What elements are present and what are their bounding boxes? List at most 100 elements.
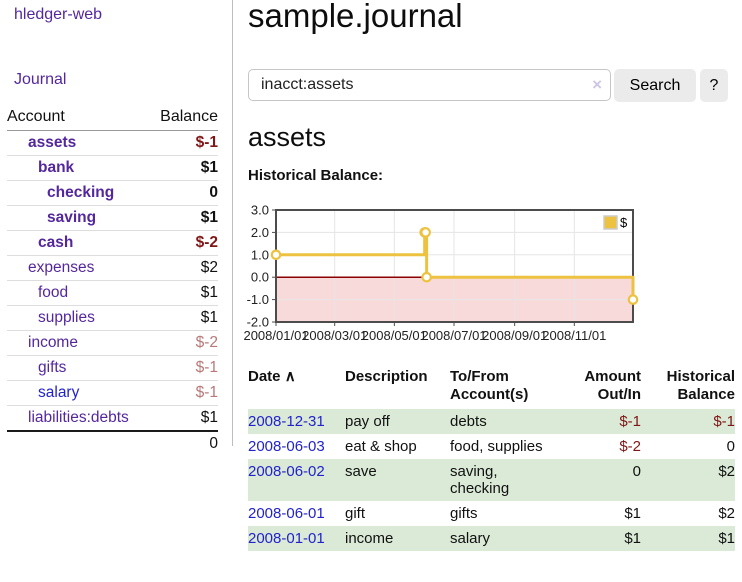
register-row: 2008-06-01 gift gifts $1 $2 [248, 501, 735, 526]
account-balance: $1 [150, 405, 218, 431]
sidebar-account-link[interactable]: income [28, 334, 78, 351]
legend-swatch [603, 215, 618, 230]
sidebar-account-link[interactable]: assets [28, 134, 77, 151]
search-row: × Search ? [248, 69, 735, 102]
account-row: supplies $1 [7, 305, 218, 331]
account-row: liabilities:debts $1 [7, 405, 218, 431]
y-axis-tick-label: 0.0 [251, 270, 269, 285]
transaction-balance: $1 [641, 526, 735, 551]
register-row: 2008-12-31 pay off debts $-1 $-1 [248, 409, 735, 434]
clear-search-icon[interactable]: × [592, 75, 602, 94]
y-axis-tick-label: 1.0 [251, 247, 269, 262]
transaction-amount: $-1 [558, 409, 641, 434]
sidebar-account-link[interactable]: bank [38, 159, 75, 176]
historical-balance-chart[interactable]: 3.0 2.0 1.0 0.0 -1.0 -2.02008/01/012008/03/01… [243, 202, 645, 346]
transaction-date-link[interactable]: 2008-06-03 [248, 438, 325, 455]
account-balance: $-1 [195, 134, 218, 151]
account-row: gifts $-1 [7, 355, 218, 381]
register-header-accounts: To/From Account(s) [450, 368, 529, 403]
transaction-balance: 0 [726, 438, 735, 455]
account-row: assets $-1 [7, 131, 218, 156]
help-button[interactable]: ? [700, 69, 728, 102]
page-title: sample.journal [248, 0, 463, 34]
y-axis-tick-label: -2.0 [247, 315, 269, 330]
account-balance: $2 [150, 255, 218, 281]
accounts-total-row: 0 [7, 430, 218, 456]
y-axis-tick-label: -1.0 [247, 292, 269, 307]
register-header-description: Description [345, 368, 428, 385]
account-balance: $1 [150, 205, 218, 231]
app-title-link[interactable]: hledger-web [14, 6, 103, 23]
account-heading: assets [248, 122, 327, 152]
transaction-date-link[interactable]: 2008-01-01 [248, 530, 325, 547]
account-balance: $-2 [150, 330, 218, 356]
sidebar-account-link[interactable]: salary [38, 384, 80, 401]
data-point-marker [421, 271, 432, 283]
transaction-balance: $-1 [641, 409, 735, 434]
account-balance: $-1 [150, 380, 218, 406]
accounts-header-account: Account [7, 106, 151, 131]
account-row: salary $-1 [7, 380, 218, 406]
sidebar-account-link[interactable]: expenses [28, 259, 95, 276]
accounts-header-balance: Balance [150, 106, 218, 131]
historical-balance-label: Historical Balance: [248, 167, 384, 184]
accounts-total-balance: 0 [150, 430, 218, 456]
transaction-date-link[interactable]: 2008-12-31 [248, 413, 325, 430]
sidebar-account-link[interactable]: cash [38, 234, 74, 251]
x-axis-tick-label: 2008/11/01 [542, 328, 606, 343]
account-row: food $1 [7, 280, 218, 306]
register-table: Date ∧ Description To/From Account(s) Am… [248, 366, 735, 551]
transaction-balance: $2 [718, 505, 735, 522]
transaction-description: pay off [345, 409, 450, 434]
transaction-date-link[interactable]: 2008-06-01 [248, 505, 325, 522]
data-point-marker [270, 249, 282, 261]
search-button[interactable]: Search [614, 69, 696, 102]
transaction-balance: $2 [641, 459, 735, 501]
register-header-date[interactable]: Date ∧ [248, 368, 296, 385]
transaction-accounts: food, supplies [450, 438, 543, 455]
y-axis-tick-label: 2.0 [251, 225, 269, 240]
transaction-amount: $1 [624, 505, 641, 522]
transaction-accounts: gifts [450, 505, 478, 522]
transaction-accounts: debts [450, 409, 558, 434]
sidebar-item-journal[interactable]: Journal [14, 71, 67, 88]
sidebar-account-link[interactable]: supplies [38, 309, 95, 326]
sidebar-account-link[interactable]: saving [47, 209, 97, 226]
data-point-marker [627, 294, 639, 305]
register-header-amount: Amount Out/In [584, 368, 641, 403]
transaction-accounts: saving, checking [450, 459, 558, 501]
x-axis-tick-label: 2008/07/01 [421, 328, 486, 343]
account-row: expenses $2 [7, 255, 218, 281]
transaction-date-link[interactable]: 2008-06-02 [248, 463, 325, 480]
register-row: 2008-06-03 eat & shop food, supplies $-2 0 [248, 434, 735, 459]
sidebar-account-link[interactable]: liabilities:debts [28, 409, 129, 426]
sort-ascending-icon: ∧ [284, 368, 296, 385]
account-row: bank $1 [7, 155, 218, 181]
sidebar-account-link[interactable]: food [38, 284, 69, 301]
register-row: 2008-01-01 income salary $1 $1 [248, 526, 735, 551]
account-balance: $1 [150, 280, 218, 306]
x-axis-tick-label: 2008/01/01 [243, 328, 308, 343]
register-header-balance: Historical Balance [666, 368, 735, 403]
y-axis-tick-label: 3.0 [251, 203, 269, 218]
transaction-amount: $1 [558, 526, 641, 551]
accounts-table: Account Balance assets $-1 bank $1 checking 0… [7, 106, 218, 456]
sidebar: hledger-web Journal Account Balance asse… [0, 0, 233, 456]
account-balance: $-1 [150, 355, 218, 381]
transaction-amount: $-2 [619, 438, 641, 455]
sidebar-account-link[interactable]: checking [47, 184, 115, 201]
transaction-description: income [345, 526, 450, 551]
x-axis-tick-label: 2008/03/01 [302, 328, 367, 343]
search-input[interactable] [248, 69, 611, 101]
x-axis-tick-label: 2008/05/01 [362, 328, 427, 343]
transaction-description: save [345, 459, 450, 501]
account-balance: $1 [150, 305, 218, 331]
transaction-description: eat & shop [345, 438, 417, 455]
transaction-amount: 0 [558, 459, 641, 501]
sidebar-account-link[interactable]: gifts [38, 359, 67, 376]
register-row: 2008-06-02 save saving, checking 0 $2 [248, 459, 735, 501]
data-point-marker [420, 227, 431, 238]
main-content: sample.journal × Search ? assets Histori… [243, 0, 742, 582]
account-row: saving $1 [7, 205, 218, 231]
transaction-accounts: salary [450, 526, 558, 551]
